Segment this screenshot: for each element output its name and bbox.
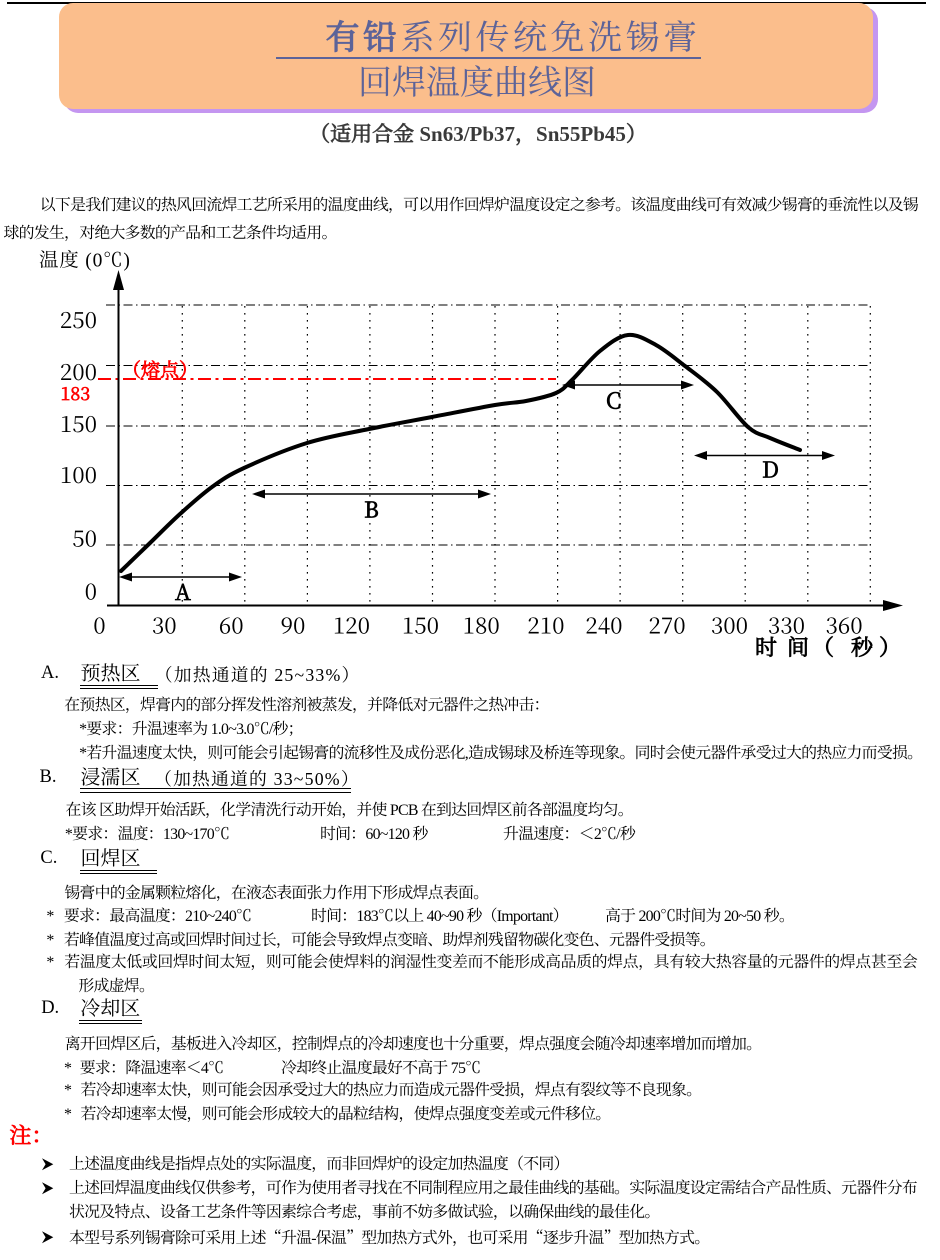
svg-text:200: 200: [60, 355, 97, 387]
svg-text:0: 0: [93, 609, 105, 641]
svg-text:240: 240: [585, 609, 622, 641]
svg-text:秒: 秒: [850, 631, 873, 662]
svg-text:90: 90: [281, 609, 306, 641]
svg-text:30: 30: [152, 609, 177, 641]
svg-text:D: D: [762, 454, 779, 485]
svg-text:270: 270: [649, 609, 686, 641]
svg-text:（熔点）: （熔点）: [122, 356, 198, 383]
svg-text:180: 180: [463, 609, 500, 641]
svg-text:间: 间: [787, 631, 809, 662]
svg-text:B: B: [364, 494, 379, 525]
svg-text:50: 50: [72, 521, 97, 553]
svg-text:183: 183: [61, 380, 91, 406]
svg-text:60: 60: [219, 609, 244, 641]
svg-text:）: ）: [879, 631, 901, 662]
svg-text:300: 300: [711, 609, 748, 641]
svg-text:（: （: [812, 631, 834, 662]
svg-text:A: A: [174, 576, 192, 607]
svg-text:250: 250: [60, 303, 97, 335]
svg-text:150: 150: [60, 407, 97, 439]
svg-text:温度 (0℃): 温度 (0℃): [39, 250, 131, 272]
svg-text:330: 330: [768, 609, 805, 641]
svg-text:120: 120: [333, 609, 370, 641]
svg-text:时: 时: [755, 631, 777, 662]
svg-text:210: 210: [527, 609, 564, 641]
svg-text:360: 360: [826, 609, 863, 641]
svg-text:100: 100: [60, 458, 97, 490]
svg-text:C: C: [606, 385, 621, 416]
svg-text:150: 150: [402, 609, 439, 641]
svg-text:0: 0: [85, 575, 97, 607]
